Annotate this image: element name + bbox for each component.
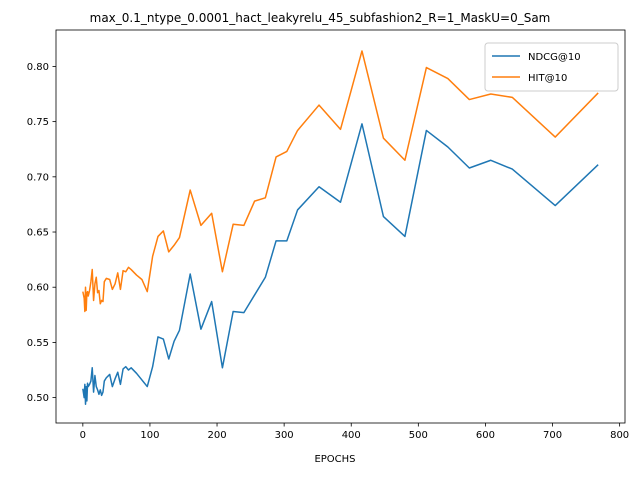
legend-label-hit: HIT@10: [528, 73, 567, 84]
x-tick-label: 100: [140, 430, 159, 441]
series-layer: [82, 50, 599, 405]
y-tick-label: 0.65: [27, 228, 49, 239]
x-tick-label: 400: [342, 430, 361, 441]
series-line-ndcg: [82, 123, 599, 405]
x-tick-label: 600: [476, 430, 495, 441]
legend-label-ndcg: NDCG@10: [528, 52, 581, 63]
y-tick-label: 0.70: [27, 172, 49, 183]
plot-frame: [55, 29, 626, 424]
x-axis: 0 100 200 300 400 500 600 700 800: [80, 423, 629, 441]
x-tick-label: 0: [80, 430, 86, 441]
y-tick-label: 0.60: [27, 283, 49, 294]
y-tick-label: 0.80: [27, 62, 49, 73]
x-tick-label: 800: [610, 430, 629, 441]
y-axis: 0.50 0.55 0.60 0.65 0.70 0.75 0.80: [27, 62, 56, 404]
x-axis-label: EPOCHS: [314, 454, 355, 465]
x-tick-label: 300: [275, 430, 294, 441]
y-tick-label: 0.50: [27, 393, 49, 404]
chart-title: max_0.1_ntype_0.0001_hact_leakyrelu_45_s…: [90, 11, 551, 25]
legend: NDCG@10 HIT@10: [484, 42, 619, 92]
y-tick-label: 0.75: [27, 117, 49, 128]
legend-box: [484, 42, 619, 92]
x-tick-label: 200: [207, 430, 226, 441]
series-line-hit: [82, 50, 599, 313]
y-tick-label: 0.55: [27, 338, 49, 349]
x-tick-label: 700: [543, 430, 562, 441]
x-tick-label: 500: [409, 430, 428, 441]
